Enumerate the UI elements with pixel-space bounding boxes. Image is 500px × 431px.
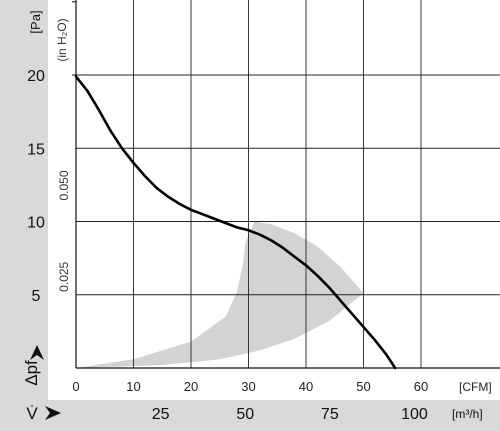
operating-zone bbox=[76, 221, 364, 368]
x-tick-label-cfm: 60 bbox=[414, 379, 428, 394]
unit-label-cfm: [CFM] bbox=[459, 380, 492, 394]
fan-curve-line bbox=[74, 75, 397, 370]
x-tick-label-cfm: 20 bbox=[184, 379, 198, 394]
y-tick-label: 10 bbox=[27, 215, 45, 232]
x-tick-label-cfm: 40 bbox=[299, 379, 313, 394]
x-tick-label-m3h: 25 bbox=[152, 406, 170, 423]
y-tick-label: 15 bbox=[27, 141, 45, 158]
x-tick-label-m3h: 100 bbox=[401, 406, 428, 423]
bottom-band bbox=[48, 400, 500, 431]
labels: 5 10 15 20 0.025 0.050 0 10 20 30 40 50 60 25 50 75 100 [… bbox=[22, 10, 492, 423]
unit-label-pa: [Pa] bbox=[28, 10, 43, 33]
x-tick-label-m3h: 75 bbox=[321, 406, 339, 423]
x-tick-label-m3h: 50 bbox=[236, 406, 254, 423]
y-axis-arrow-icon bbox=[30, 345, 44, 360]
x-tick-label-cfm: 30 bbox=[241, 379, 255, 394]
x-tick-label-cfm: 0 bbox=[72, 379, 79, 394]
x-tick-label-cfm: 50 bbox=[356, 379, 370, 394]
x-axis-symbol: V̇ bbox=[26, 404, 38, 423]
y-tick-label: 5 bbox=[32, 288, 41, 305]
y2-tick-label: 0.025 bbox=[57, 261, 71, 291]
left-band bbox=[0, 0, 48, 431]
grid bbox=[72, 0, 500, 369]
y2-tick-label: 0.050 bbox=[57, 170, 71, 200]
x-axis-arrow-icon bbox=[45, 406, 61, 420]
curve-layer bbox=[74, 75, 397, 370]
x-tick-label-cfm: 10 bbox=[126, 379, 140, 394]
operating-region bbox=[76, 221, 364, 368]
y-tick-label: 20 bbox=[27, 68, 45, 85]
unit-label-m3h: [m³/h] bbox=[452, 407, 483, 421]
y-axis-symbol: Δpf bbox=[22, 360, 41, 386]
unit-label-inh2o: (in H₂O) bbox=[55, 18, 69, 61]
